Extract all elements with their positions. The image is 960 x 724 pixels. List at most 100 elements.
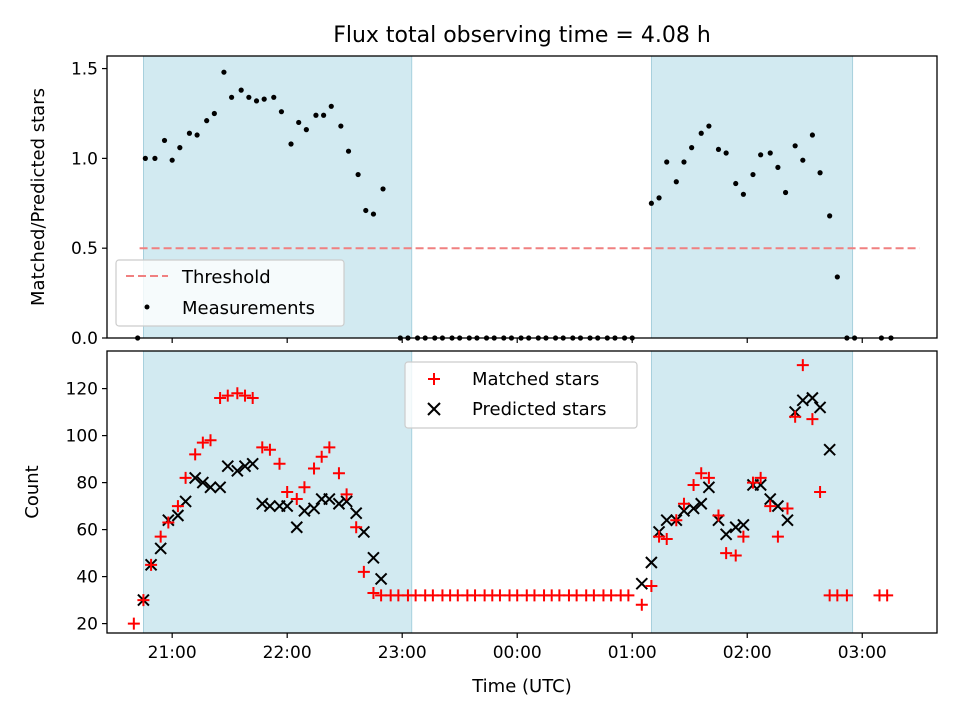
matched-star-marker xyxy=(764,500,777,513)
observing-window xyxy=(650,55,854,339)
predicted-star-marker xyxy=(729,521,742,534)
measurement-point xyxy=(809,132,816,138)
matched-star-marker xyxy=(221,389,234,402)
predicted-star-marker xyxy=(687,502,700,515)
measurement-point xyxy=(261,96,267,102)
matched-star-marker xyxy=(695,467,708,480)
legend-matched-label: Matched stars xyxy=(472,369,599,390)
measurement-point xyxy=(169,157,175,163)
matched-star-marker xyxy=(806,413,819,426)
matched-star-marker xyxy=(622,589,635,602)
x-tick-label: 03:00 xyxy=(838,643,887,663)
measurement-point xyxy=(161,137,168,144)
matched-star-marker xyxy=(246,392,259,404)
matched-star-marker xyxy=(653,530,666,543)
y-tick-label: 120 xyxy=(66,380,98,400)
matched-star-marker xyxy=(881,589,894,602)
measurement-point xyxy=(750,171,756,178)
predicted-star-marker xyxy=(171,509,185,522)
bottom-y-ticks: 20 40 60 80 100 120 xyxy=(66,380,107,635)
matched-star-marker xyxy=(204,434,217,447)
bottom-x-ticks: 21:00 22:00 23:00 00:00 01:00 02:00 03:00 xyxy=(148,633,887,663)
y-tick-label: 20 xyxy=(76,615,98,635)
predicted-star-marker xyxy=(204,481,217,494)
measurement-point xyxy=(194,132,200,138)
predicted-star-marker xyxy=(246,457,259,471)
measurement-point xyxy=(767,150,773,156)
measurement-point xyxy=(733,180,739,187)
predicted-star-marker xyxy=(256,497,269,510)
matched-star-marker xyxy=(771,530,784,543)
measurement-point xyxy=(681,159,687,165)
top-panel: 0.0 0.5 1.0 1.5 Matched/Predicted stars Thr… xyxy=(28,55,938,349)
measurement-point xyxy=(656,195,662,201)
predicted-star-marker xyxy=(340,495,353,508)
matched-star-marker xyxy=(635,598,648,611)
x-axis-label: Time (UTC) xyxy=(471,676,572,697)
matched-star-marker xyxy=(712,509,725,522)
measurement-point xyxy=(673,179,679,185)
y-tick-label: 40 xyxy=(76,568,98,588)
legend-predicted-label: Predicted stars xyxy=(472,399,606,420)
bottom-y-axis-label: Count xyxy=(22,465,43,518)
predicted-star-marker xyxy=(298,504,311,518)
predicted-star-marker xyxy=(823,443,836,456)
measurement-point xyxy=(221,69,227,75)
matched-star-marker xyxy=(127,617,140,630)
predicted-star-marker xyxy=(188,471,202,485)
measurement-point xyxy=(758,152,764,158)
bottom-legend: Matched stars Predicted stars xyxy=(404,361,638,429)
predicted-star-marker xyxy=(695,497,708,510)
top-y-axis-label: Matched/Predicted stars xyxy=(28,88,49,306)
top-legend-box xyxy=(115,259,345,327)
x-tick-label: 22:00 xyxy=(263,643,312,663)
matched-star-marker xyxy=(137,594,150,607)
predicted-star-marker xyxy=(332,497,346,510)
y-tick-label: 100 xyxy=(66,427,98,447)
predicted-star-marker xyxy=(813,401,827,414)
y-tick-label: 60 xyxy=(76,521,98,541)
predicted-star-marker xyxy=(702,481,716,494)
legend-predicted-swatch xyxy=(427,402,441,416)
measurement-point xyxy=(380,186,386,192)
measurement-point xyxy=(328,103,334,109)
matched-star-marker xyxy=(670,514,683,527)
matched-star-marker xyxy=(179,471,192,484)
matched-star-marker xyxy=(145,558,158,571)
measurement-point xyxy=(740,191,746,197)
matched-star-marker xyxy=(323,441,336,454)
matched-star-marker xyxy=(308,462,321,475)
matched-star-marker xyxy=(214,392,227,404)
measurement-point xyxy=(800,157,806,163)
measurement-point xyxy=(664,159,670,165)
measurement-point xyxy=(817,170,823,176)
matched-star-markers xyxy=(127,359,894,630)
predicted-star-marker xyxy=(238,459,252,473)
measurement-point xyxy=(648,200,654,206)
top-y-ticks: 0.0 0.5 1.0 1.5 xyxy=(71,60,107,349)
measurement-point xyxy=(338,123,344,129)
matched-star-marker xyxy=(332,467,345,480)
predicted-star-marker xyxy=(280,499,294,513)
predicted-star-marker xyxy=(367,551,380,565)
measurement-point xyxy=(211,110,217,117)
top-x-ticks xyxy=(171,338,863,343)
measurement-point xyxy=(827,213,833,219)
matched-star-marker xyxy=(729,549,742,562)
matched-star-marker xyxy=(367,587,380,600)
predicted-star-marker xyxy=(154,542,167,555)
y-tick-label: 80 xyxy=(76,474,98,494)
matched-star-marker xyxy=(256,441,269,454)
predicted-star-marker xyxy=(677,504,691,518)
chart-title: Flux total observing time = 4.08 h xyxy=(333,23,711,48)
measurement-point xyxy=(313,112,319,118)
matched-star-marker xyxy=(645,580,658,592)
matched-star-marker xyxy=(281,486,294,498)
matched-star-marker xyxy=(737,530,750,543)
measurement-point xyxy=(288,141,294,147)
matched-star-marker xyxy=(677,497,690,510)
predicted-star-marker xyxy=(737,518,750,532)
matched-star-marker xyxy=(350,521,363,534)
matched-star-marker xyxy=(189,448,202,461)
